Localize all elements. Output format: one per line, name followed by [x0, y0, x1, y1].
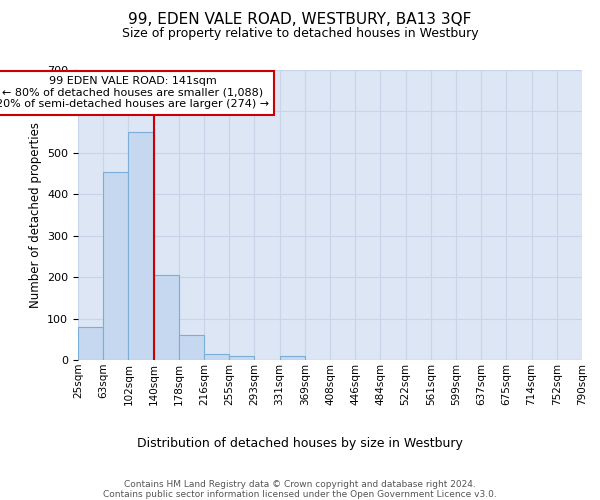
Bar	[78, 327, 103, 360]
Bar	[280, 356, 305, 360]
Text: Distribution of detached houses by size in Westbury: Distribution of detached houses by size …	[137, 438, 463, 450]
Bar	[103, 172, 128, 360]
Y-axis label: Number of detached properties: Number of detached properties	[29, 122, 41, 308]
Text: Size of property relative to detached houses in Westbury: Size of property relative to detached ho…	[122, 28, 478, 40]
Bar	[154, 275, 179, 360]
Text: 99, EDEN VALE ROAD, WESTBURY, BA13 3QF: 99, EDEN VALE ROAD, WESTBURY, BA13 3QF	[128, 12, 472, 28]
Bar	[128, 132, 154, 360]
Bar	[229, 356, 254, 360]
Text: 99 EDEN VALE ROAD: 141sqm
← 80% of detached houses are smaller (1,088)
20% of se: 99 EDEN VALE ROAD: 141sqm ← 80% of detac…	[0, 76, 269, 110]
Text: Contains HM Land Registry data © Crown copyright and database right 2024.
Contai: Contains HM Land Registry data © Crown c…	[103, 480, 497, 500]
Bar	[179, 335, 204, 360]
Bar	[204, 354, 229, 360]
